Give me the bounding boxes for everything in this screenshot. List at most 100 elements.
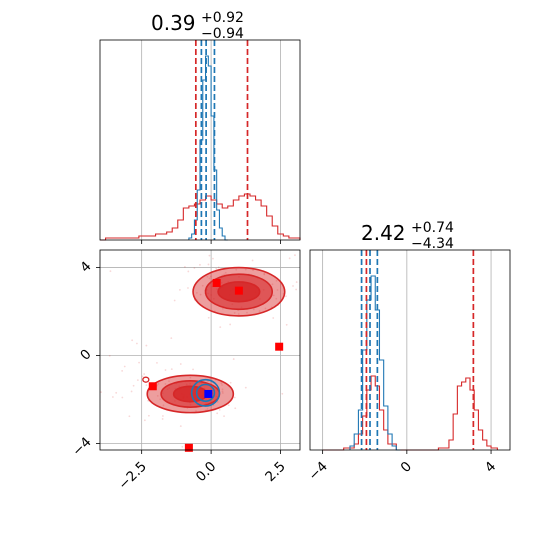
scatter-point-109 <box>161 418 164 420</box>
scatter-point-177 <box>192 368 194 371</box>
scatter-point-199 <box>170 337 173 340</box>
p3-xtick-label-1: 0 <box>398 459 415 476</box>
p3-xtick-label-0: −4 <box>305 459 330 484</box>
marker-point-1 <box>234 286 243 295</box>
scatter-point-125 <box>189 376 192 379</box>
scatter-point-155 <box>220 382 223 385</box>
panel-bottom-left-frame <box>99 249 301 451</box>
marker-point-4 <box>184 443 193 452</box>
scatter-point-195 <box>162 404 165 407</box>
scatter-point-36 <box>222 307 224 310</box>
scatter-point-76 <box>193 267 196 269</box>
scatter-point-38 <box>219 326 222 328</box>
scatter-point-10 <box>212 257 214 260</box>
scatter-point-73 <box>275 279 278 282</box>
scatter-point-33 <box>263 273 266 276</box>
panel-bottom-right-title-upper: +0.74 <box>411 220 454 236</box>
panel-top-left-frame <box>99 39 301 241</box>
scatter-point-102 <box>179 425 182 428</box>
scatter-point-114 <box>244 386 247 389</box>
p2-ytick-label-1: 0 <box>77 346 94 363</box>
scatter-point-63 <box>252 269 254 272</box>
scatter-point-26 <box>285 295 287 298</box>
scatter-point-186 <box>136 342 138 345</box>
scatter-point-50 <box>184 266 186 268</box>
scatter-point-37 <box>288 257 291 260</box>
contour-2-level-0 <box>190 378 221 407</box>
scatter-point-40 <box>207 263 210 266</box>
scatter-point-184 <box>156 361 158 364</box>
panel-bottom-right-title-lower: −4.34 <box>411 236 454 252</box>
scatter-point-182 <box>100 391 102 394</box>
scatter-point-7 <box>199 293 202 296</box>
scatter-point-72 <box>215 267 218 270</box>
scatter-point-74 <box>263 272 266 275</box>
scatter-point-183 <box>141 375 144 378</box>
scatter-point-189 <box>136 379 139 382</box>
scatter-point-185 <box>179 363 182 365</box>
panel-top-left-histogram: 0.39 +0.92 −0.94 <box>99 10 301 244</box>
scatter-point-106 <box>156 395 159 397</box>
scatter-point-86 <box>206 275 209 278</box>
marker-point-0 <box>212 278 221 287</box>
scatter-point-100 <box>132 384 135 387</box>
scatter-point-118 <box>143 419 146 422</box>
scatter-point-70 <box>207 316 210 319</box>
contour-2-level-1 <box>195 383 216 403</box>
scatter-point-157 <box>234 407 237 410</box>
p3-histogram-series-0 <box>322 375 498 451</box>
scatter-point-97 <box>164 383 167 385</box>
panel-bottom-right-title-value: 2.42 <box>361 221 406 245</box>
scatter-point-149 <box>221 390 224 393</box>
scatter-point-145 <box>195 410 197 412</box>
scatter-point-30 <box>272 317 275 319</box>
scatter-point-110 <box>221 392 224 394</box>
scatter-point-196 <box>128 415 131 418</box>
scatter-point-35 <box>235 268 238 271</box>
scatter-point-39 <box>209 275 212 278</box>
scatter-point-98 <box>130 390 133 393</box>
scatter-point-180 <box>111 396 114 398</box>
marker-point-3 <box>148 382 157 391</box>
scatter-point-112 <box>233 396 236 399</box>
scatter-point-92 <box>227 404 230 407</box>
scatter-point-154 <box>159 398 162 401</box>
scatter-point-101 <box>181 445 184 448</box>
scatter-point-54 <box>246 311 248 314</box>
scatter-point-161 <box>221 384 223 386</box>
scatter-point-32 <box>251 259 254 262</box>
scatter-point-187 <box>170 368 173 371</box>
scatter-point-8 <box>295 288 298 291</box>
scatter-point-153 <box>168 380 170 383</box>
panel-bottom-right-frame <box>309 249 511 451</box>
marker-point-5 <box>204 389 213 398</box>
scatter-point-193 <box>108 354 111 357</box>
scatter-point-134 <box>216 412 219 415</box>
scatter-point-56 <box>237 313 240 315</box>
p3-histogram-series-1 <box>349 275 401 451</box>
panel-top-left-title-lower: −0.94 <box>201 26 244 42</box>
panel-bottom-right-histogram: 2.42 +0.74 −4.34 −4 0 4 <box>305 220 511 484</box>
scatter-point-79 <box>187 287 189 289</box>
scatter-point-164 <box>229 381 232 384</box>
scatter-point-4 <box>252 308 255 311</box>
scatter-point-14 <box>173 299 176 302</box>
p2-xtick-label-0: −2.5 <box>115 459 149 493</box>
scatter-point-197 <box>138 361 140 364</box>
scatter-point-137 <box>147 414 150 417</box>
scatter-point-117 <box>145 384 148 387</box>
scatter-point-132 <box>157 383 160 385</box>
scatter-point-28 <box>294 254 296 257</box>
p2-ytick-label-0: −4 <box>69 434 94 459</box>
scatter-point-191 <box>115 391 118 394</box>
scatter-point-81 <box>109 270 112 273</box>
scatter-point-111 <box>281 392 284 395</box>
scatter-point-44 <box>271 283 274 286</box>
scatter-point-94 <box>206 408 209 410</box>
scatter-point-23 <box>208 254 211 257</box>
small-contour <box>142 376 150 383</box>
scatter-point-135 <box>221 388 224 391</box>
scatter-point-11 <box>276 289 279 291</box>
p3-xtick-label-2: 4 <box>482 459 499 476</box>
